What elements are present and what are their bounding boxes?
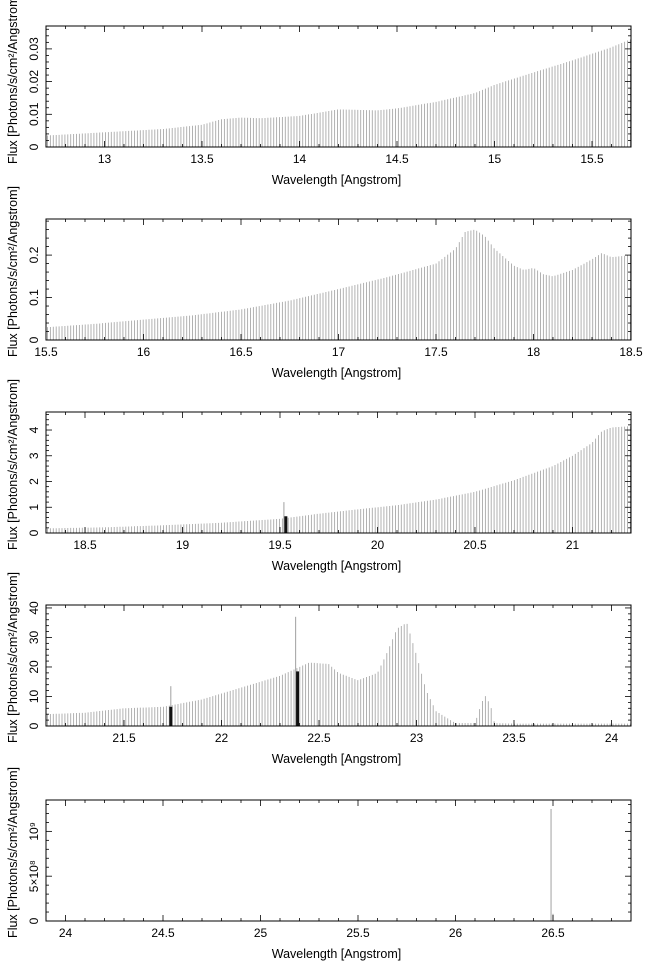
x-tick-label: 13 [98,152,112,166]
x-tick-label: 20.5 [463,538,487,552]
chart-panel-2: 15.5 16 16.5 17 17.5 18 18.5 0 0.1 0.2 Wavelength … [6,186,643,380]
y-tick-label: 0.02 [27,70,41,94]
plot-frame-5 [45,799,632,922]
x-tick-label: 24.5 [151,926,175,940]
y-tick-label: 4 [27,426,41,433]
x-tick-label: 15.5 [34,345,58,359]
y-tick-label: 0 [27,143,41,150]
x-tick-label: 14.5 [385,152,409,166]
y-tick-label: 2 [27,478,41,485]
x-tick-label: 19 [176,538,190,552]
y-tick-label: 3 [27,452,41,459]
x-tick-label: 15 [488,152,502,166]
marker-bar-4-2 [296,671,300,726]
y-tick-label: 0.03 [27,37,41,61]
marker-bar-4-1 [169,706,173,726]
chart-panel-5: 24 24.5 25 25.5 26 26.5 0 5×10⁸ 10⁹ Wavelength [A… [6,767,632,961]
x-tick-label: 23.5 [502,731,526,745]
chart-panel-1: 13 13.5 14 14.5 15 15.5 0 0.01 0.02 0.03 Wavelengt… [6,0,632,187]
x-tick-label: 24 [59,926,73,940]
x-tick-label: 22.5 [307,731,331,745]
spectrum-bars-1 [47,39,631,147]
x-tick-label: 13.5 [190,152,214,166]
y-axis-title: Flux [Photons/s/cm²/Angstrom] [6,767,20,938]
x-tick-label: 25.5 [346,926,370,940]
x-tick-label: 20 [371,538,385,552]
y-tick-label: 0 [27,529,41,536]
spectrum-bars-4 [47,623,631,726]
x-axis-title: Wavelength [Angstrom] [272,752,401,766]
y-tick-label: 20 [27,660,41,674]
plot-frame-4 [45,604,632,727]
y-tick-label: 10 [27,689,41,703]
x-tick-label: 15.5 [580,152,604,166]
x-axis-title: Wavelength [Angstrom] [272,366,401,380]
spectrum-bars-2 [47,229,631,340]
spectrum-bars-3 [47,426,631,533]
y-tick-label: 0 [27,336,41,343]
x-tick-label: 16 [137,345,151,359]
x-tick-label: 14 [293,152,307,166]
x-tick-label: 23 [410,731,424,745]
y-tick-label: 0.1 [27,289,41,306]
y-tick-label: 10⁹ [27,822,41,841]
x-tick-label: 26.5 [541,926,565,940]
x-tick-label: 25 [254,926,268,940]
y-tick-label: 5×10⁸ [27,860,41,892]
y-tick-label: 0.01 [27,102,41,126]
x-axis-title: Wavelength [Angstrom] [272,947,401,961]
x-tick-label: 24 [605,731,619,745]
x-tick-label: 18 [527,345,541,359]
x-tick-label: 17.5 [424,345,448,359]
chart-panel-4: 21.5 22 22.5 23 23.5 24 0 10 20 30 40 Wavelength [A… [6,572,632,766]
x-tick-label: 18.5 [619,345,643,359]
y-tick-label: 0 [27,917,41,924]
y-tick-label: 0 [27,722,41,729]
x-tick-label: 22 [215,731,229,745]
y-axis-title: Flux [Photons/s/cm²/Angstrom] [6,0,20,164]
x-tick-label: 21 [566,538,580,552]
y-axis-title: Flux [Photons/s/cm²/Angstrom] [6,186,20,357]
marker-bar-3-1 [284,516,288,533]
x-tick-label: 26 [449,926,463,940]
y-tick-label: 30 [27,630,41,644]
y-tick-label: 0.2 [27,246,41,263]
x-axis-title: Wavelength [Angstrom] [272,559,401,573]
y-axis-title: Flux [Photons/s/cm²/Angstrom] [6,379,20,550]
x-tick-label: 19.5 [268,538,292,552]
y-tick-label: 1 [27,504,41,511]
x-tick-label: 18.5 [73,538,97,552]
y-axis-title: Flux [Photons/s/cm²/Angstrom] [6,572,20,743]
x-axis-title: Wavelength [Angstrom] [272,173,401,187]
chart-panel-3: 18.5 19 19.5 20 20.5 21 0 1 2 3 4 Wavelength [Angst… [6,379,632,573]
x-tick-label: 17 [332,345,346,359]
x-tick-label: 16.5 [229,345,253,359]
y-tick-label: 40 [27,601,41,615]
x-tick-label: 21.5 [112,731,136,745]
